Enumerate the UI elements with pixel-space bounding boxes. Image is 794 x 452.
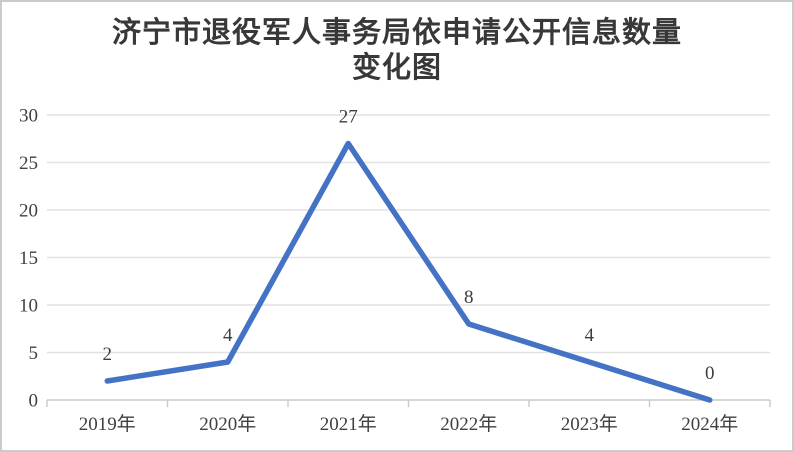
- data-label: 4: [585, 325, 595, 346]
- x-axis-tick-label: 2023年: [561, 413, 618, 435]
- data-label: 4: [223, 325, 233, 346]
- y-axis-tick-label: 10: [19, 296, 38, 317]
- y-axis-tick-label: 0: [29, 391, 39, 412]
- x-axis-tick-label: 2019年: [79, 413, 136, 435]
- data-series-line: [104, 140, 713, 403]
- chart-title: 济宁市退役军人事务局依申请公开信息数量 变化图: [2, 16, 792, 86]
- chart-title-line1: 济宁市退役军人事务局依申请公开信息数量: [111, 17, 682, 49]
- data-label: 2: [103, 344, 113, 365]
- data-label: 8: [464, 287, 474, 308]
- x-axis-tick-label: 2021年: [320, 413, 377, 435]
- chart-title-line2: 变化图: [351, 52, 442, 84]
- data-label: 27: [339, 107, 358, 128]
- y-axis-tick-label: 15: [19, 248, 38, 269]
- x-axis-tick-label: 2020年: [199, 413, 256, 435]
- x-axis-tick-label: 2022年: [440, 413, 497, 435]
- y-axis-tick-label: 20: [19, 201, 38, 222]
- data-label: 0: [705, 363, 715, 384]
- y-axis-tick-label: 25: [19, 153, 38, 174]
- y-axis-tick-label: 30: [19, 106, 38, 127]
- y-axis-tick-label: 5: [29, 343, 39, 364]
- x-axis-tick-label: 2024年: [681, 413, 738, 435]
